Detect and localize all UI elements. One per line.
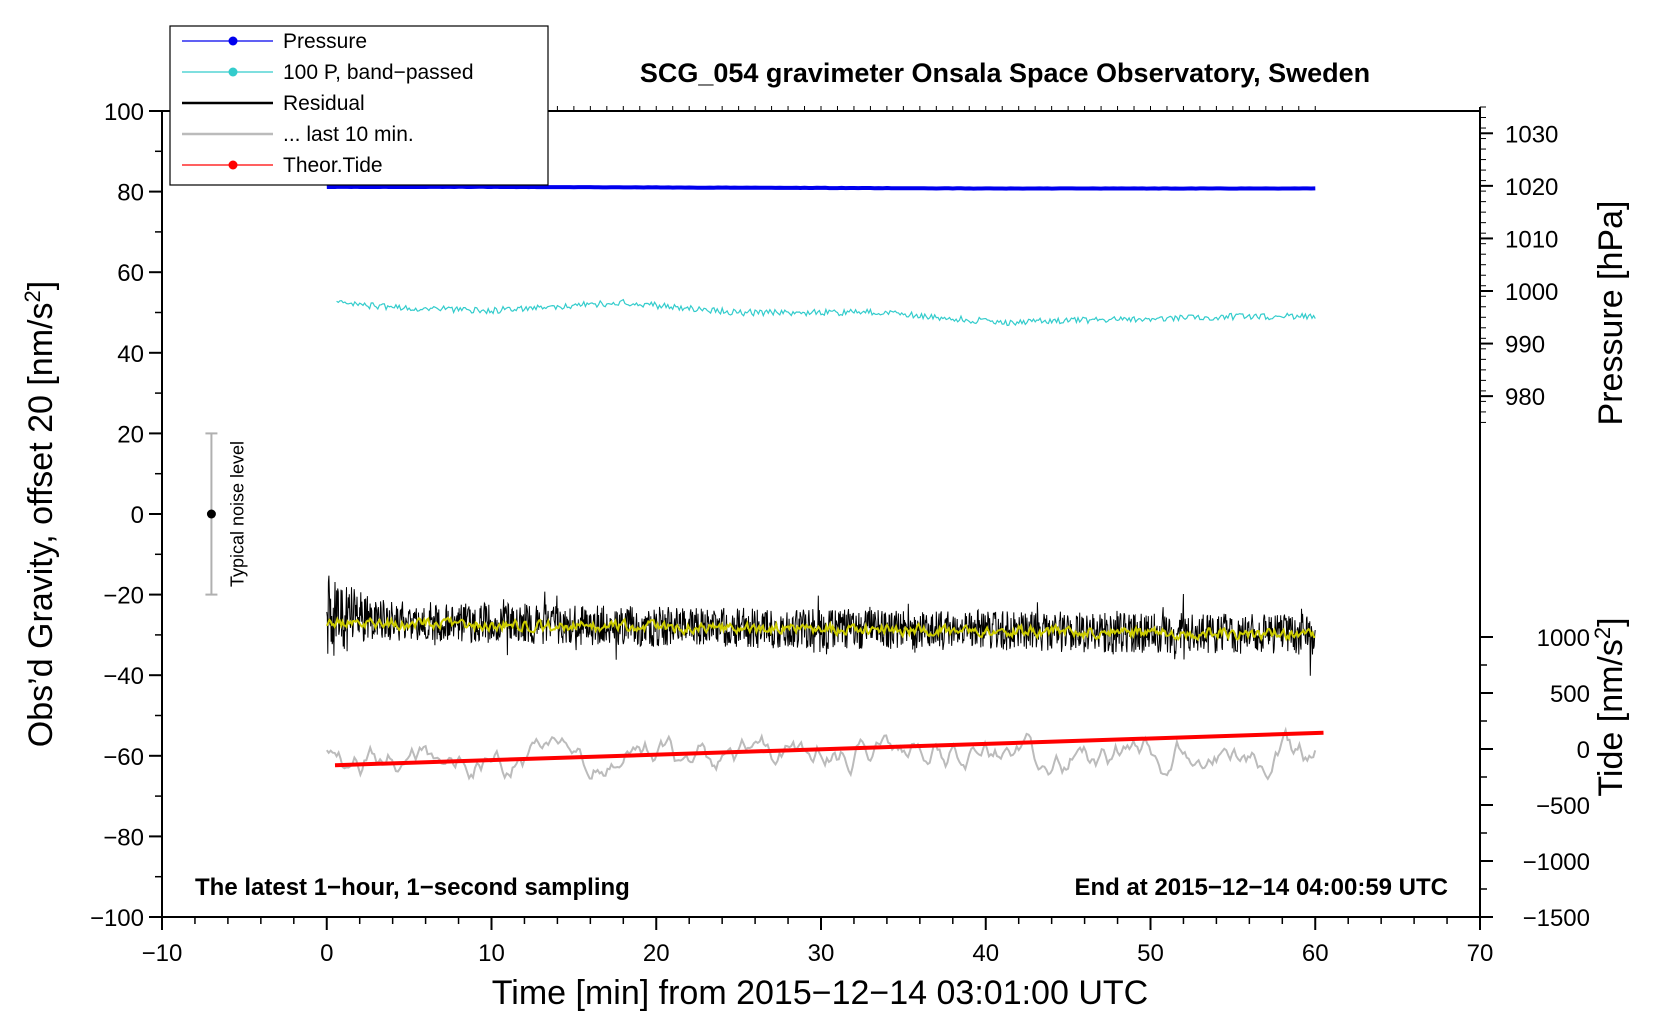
x-tick-label: −10 bbox=[142, 940, 183, 967]
tide-title-main: Tide [nm/s bbox=[1592, 639, 1630, 796]
y-left-tick-label: −100 bbox=[90, 905, 144, 932]
pressure-tick-label: 1020 bbox=[1505, 174, 1558, 201]
y-left-tick-label: 20 bbox=[117, 421, 144, 448]
x-tick-label: 60 bbox=[1302, 940, 1329, 967]
legend-marker bbox=[228, 67, 238, 77]
chart-title: SCG_054 gravimeter Onsala Space Observat… bbox=[640, 58, 1370, 88]
series-band-passed-pressure bbox=[336, 298, 1316, 327]
pressure-tick-label: 1030 bbox=[1505, 121, 1558, 148]
y-left-title-end: ] bbox=[22, 281, 60, 290]
y-left-tick-label: 60 bbox=[117, 260, 144, 287]
x-tick-label: 70 bbox=[1467, 940, 1494, 967]
legend-marker bbox=[228, 160, 238, 170]
legend-item: Pressure bbox=[182, 30, 367, 53]
legend-label: 100 P, band−passed bbox=[283, 61, 474, 84]
series-pressure bbox=[326, 184, 1316, 191]
y-left-title-sup: 2 bbox=[20, 290, 45, 302]
pressure-tick-label: 1000 bbox=[1505, 279, 1558, 306]
pressure-tick-label: 980 bbox=[1505, 384, 1545, 411]
legend-label: ... last 10 min. bbox=[283, 123, 414, 146]
x-axis: −10 0 10 20 30 40 50 60 70 bbox=[142, 917, 1494, 967]
series-theor-tide bbox=[334, 730, 1324, 768]
y-left-tick-label: 100 bbox=[104, 99, 144, 126]
legend-box bbox=[169, 25, 549, 186]
legend-label: Residual bbox=[283, 92, 365, 115]
tide-tick-label: −1500 bbox=[1523, 905, 1590, 932]
series-layer bbox=[325, 184, 1324, 781]
legend-item: Residual bbox=[182, 92, 365, 115]
x-tick-label: 20 bbox=[643, 940, 670, 967]
series-residual bbox=[326, 575, 1316, 676]
noise-indicator: Typical noise level bbox=[205, 432, 247, 596]
legend-marker bbox=[228, 36, 238, 46]
legend-item: Theor.Tide bbox=[182, 154, 383, 177]
y-left-title-main: Obs’d Gravity, offset 20 [nm/s bbox=[22, 303, 60, 748]
y-left-tick-label: 0 bbox=[131, 502, 144, 529]
y-left-tick-label: −80 bbox=[103, 824, 144, 851]
annotation-right: End at 2015−12−14 04:00:59 UTC bbox=[1074, 874, 1448, 901]
y-left-tick-label: 80 bbox=[117, 180, 144, 207]
y-left-tick-label: −60 bbox=[103, 744, 144, 771]
x-axis-title: Time [min] from 2015−12−14 03:01:00 UTC bbox=[492, 974, 1148, 1012]
tide-tick-label: −500 bbox=[1536, 793, 1590, 820]
noise-bar-center-dot bbox=[206, 509, 216, 519]
tide-tick-label: −1000 bbox=[1523, 849, 1590, 876]
y-left-tick-label: −20 bbox=[103, 583, 144, 610]
tide-tick-label: 0 bbox=[1577, 737, 1590, 764]
x-tick-label: 10 bbox=[478, 940, 505, 967]
pressure-axis-title: Pressure [hPa] bbox=[1592, 201, 1630, 426]
pressure-axis: 980 990 1000 1010 1020 1030 bbox=[1479, 106, 1558, 475]
legend-label: Theor.Tide bbox=[283, 154, 383, 177]
legend-label: Pressure bbox=[283, 30, 367, 53]
y-left-axis: −100 −80 −60 −40 −20 0 20 40 60 80 100 bbox=[90, 99, 162, 932]
pressure-tick-label: 1010 bbox=[1505, 226, 1558, 253]
x-tick-label: 40 bbox=[972, 940, 999, 967]
y-left-tick-label: 40 bbox=[117, 341, 144, 368]
x-tick-label: 30 bbox=[808, 940, 835, 967]
tide-axis-title: Tide [nm/s2] bbox=[1590, 617, 1630, 796]
tide-tick-label: 1000 bbox=[1537, 625, 1590, 652]
tide-tick-label: 500 bbox=[1550, 681, 1590, 708]
legend: Pressure 100 P, band−passed Residual ... la… bbox=[169, 25, 549, 186]
legend-item: ... last 10 min. bbox=[182, 123, 414, 146]
y-left-axis-title: Obs’d Gravity, offset 20 [nm/s2] bbox=[20, 281, 60, 747]
tide-title-sup: 2 bbox=[1590, 627, 1615, 639]
x-tick-label: 0 bbox=[320, 940, 333, 967]
legend-item: 100 P, band−passed bbox=[182, 61, 474, 84]
y-left-tick-label: −40 bbox=[103, 663, 144, 690]
tide-axis: −1500 −1000 −500 0 500 1000 bbox=[1480, 625, 1590, 932]
tide-title-end: ] bbox=[1592, 617, 1630, 626]
series-residual-smoothed bbox=[325, 615, 1316, 642]
x-tick-label: 50 bbox=[1137, 940, 1164, 967]
annotation-left: The latest 1−hour, 1−second sampling bbox=[195, 874, 630, 901]
noise-bar-label: Typical noise level bbox=[227, 441, 247, 587]
pressure-tick-label: 990 bbox=[1505, 332, 1545, 359]
